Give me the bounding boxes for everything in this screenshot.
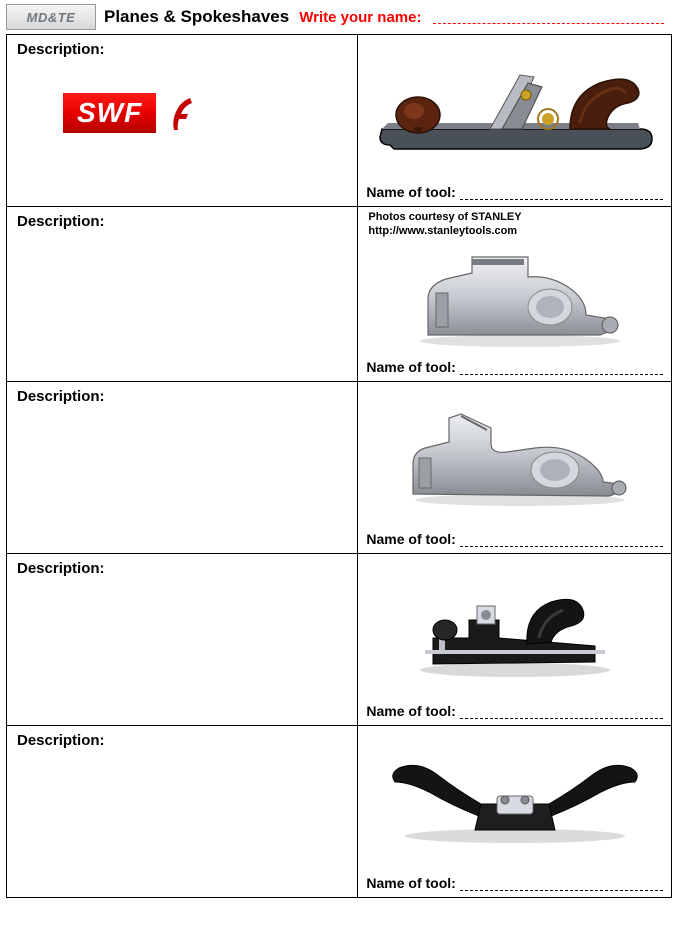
swf-text: SWF	[63, 93, 156, 133]
table-row: Description: Name of tool:	[7, 554, 672, 726]
name-of-tool-label: Name of tool:	[366, 531, 455, 547]
description-cell[interactable]: Description:	[7, 207, 358, 382]
flash-icon	[162, 94, 196, 132]
photo-credit: Photos courtesy of STANLEY http://www.st…	[358, 207, 671, 239]
table-row: Description: Photos courtesy of STANLEY …	[7, 207, 672, 382]
description-label: Description:	[7, 35, 357, 58]
header: MD&TE Planes & Spokeshaves Write your na…	[0, 0, 678, 32]
name-of-tool-row: Name of tool:	[366, 875, 663, 891]
description-label: Description:	[7, 726, 357, 749]
name-of-tool-row: Name of tool:	[366, 703, 663, 719]
description-label: Description:	[7, 382, 357, 405]
name-of-tool-label: Name of tool:	[366, 184, 455, 200]
tool-cell: Photos courtesy of STANLEY http://www.st…	[358, 207, 672, 382]
description-cell[interactable]: Description:	[7, 382, 358, 554]
tool-cell: Name of tool:	[358, 726, 672, 898]
name-of-tool-row: Name of tool:	[366, 359, 663, 375]
name-of-tool-row: Name of tool:	[366, 531, 663, 547]
tool-name-input-line[interactable]	[460, 535, 663, 547]
tool-name-input-line[interactable]	[460, 879, 663, 891]
tool-name-input-line[interactable]	[460, 188, 663, 200]
worksheet-table: Description: SWF	[6, 34, 672, 898]
table-row: Description: Name of tool:	[7, 382, 672, 554]
description-cell[interactable]: Description:	[7, 554, 358, 726]
credit-line2: http://www.stanleytools.com	[368, 225, 517, 237]
spokeshave-image	[385, 754, 645, 854]
tool-cell: Name of tool:	[358, 382, 672, 554]
credit-line1: Photos courtesy of STANLEY	[368, 211, 521, 223]
tool-name-input-line[interactable]	[460, 363, 663, 375]
write-name-label: Write your name:	[299, 9, 421, 26]
description-label: Description:	[7, 554, 357, 577]
name-of-tool-label: Name of tool:	[366, 359, 455, 375]
bench-plane-image	[370, 45, 660, 175]
tool-name-input-line[interactable]	[460, 707, 663, 719]
description-cell[interactable]: Description: SWF	[7, 35, 358, 207]
name-of-tool-label: Name of tool:	[366, 875, 455, 891]
name-input-line[interactable]	[433, 10, 664, 24]
name-of-tool-row: Name of tool:	[366, 184, 663, 200]
swf-badge[interactable]: SWF	[63, 93, 196, 133]
tool-cell: Name of tool:	[358, 554, 672, 726]
shoulder-plane-image	[395, 404, 635, 514]
tool-cell: Name of tool:	[358, 35, 672, 207]
description-cell[interactable]: Description:	[7, 726, 358, 898]
table-row: Description: SWF	[7, 35, 672, 207]
name-of-tool-label: Name of tool:	[366, 703, 455, 719]
description-label: Description:	[7, 207, 357, 230]
logo-badge: MD&TE	[6, 4, 96, 30]
table-row: Description: Name of tool:	[7, 726, 672, 898]
bullnose-plane-image	[400, 245, 630, 355]
plough-plane-image	[405, 576, 625, 686]
page-title: Planes & Spokeshaves	[104, 7, 289, 27]
